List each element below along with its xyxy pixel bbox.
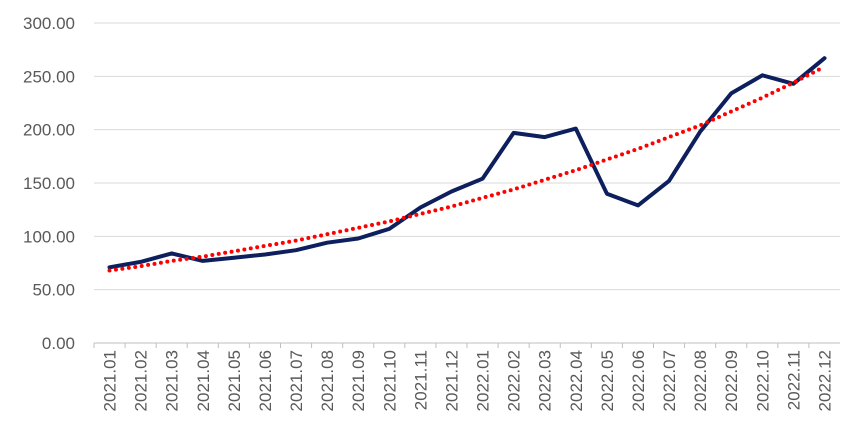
x-tick-label: 2021.06 [256, 350, 275, 411]
y-tick-label: 100.00 [23, 227, 75, 246]
x-tick-label: 2021.12 [442, 350, 461, 411]
trendline [107, 64, 827, 273]
x-tick-label: 2022.10 [753, 350, 772, 411]
x-tick-label: 2021.05 [225, 350, 244, 411]
x-tick-label: 2021.03 [163, 350, 182, 411]
x-tick-label: 2021.10 [380, 350, 399, 411]
x-axis-tick-labels: 2021.01 2021.02 2021.03 2021.04 2021.05 2021.… [93, 343, 834, 411]
x-tick-label: 2022.02 [505, 350, 524, 411]
y-tick-label: 50.00 [32, 281, 75, 300]
x-tick-label: 2021.02 [132, 350, 151, 411]
x-tick-label: 2022.12 [815, 350, 834, 411]
x-tick-label: 2021.04 [194, 350, 213, 411]
x-tick-label: 2022.04 [567, 350, 586, 411]
x-tick-label: 2022.03 [536, 350, 555, 411]
x-tick-label: 2021.01 [101, 350, 120, 411]
x-tick-label: 2022.08 [691, 350, 710, 411]
x-tick-label: 2021.08 [318, 350, 337, 411]
x-tick-label: 2021.07 [287, 350, 306, 411]
x-tick-label: 2022.01 [474, 350, 493, 411]
x-tick-label: 2021.09 [349, 350, 368, 411]
x-tick-label: 2022.05 [598, 350, 617, 411]
gridlines [94, 22, 840, 344]
x-tick-label: 2022.09 [722, 350, 741, 411]
x-tick-label: 2022.06 [629, 350, 648, 411]
y-tick-label: 0.00 [42, 334, 75, 353]
x-tick-label: 2021.11 [411, 350, 430, 410]
series-line [107, 56, 827, 270]
x-tick-label: 2022.11 [784, 350, 803, 410]
x-tick-label: 2022.07 [660, 350, 679, 411]
y-tick-label: 200.00 [23, 121, 75, 140]
y-tick-label: 150.00 [23, 174, 75, 193]
y-tick-label: 250.00 [23, 67, 75, 86]
y-axis-tick-labels: 0.00 50.00 100.00 150.00 200.00 250.00 300.00 [23, 14, 75, 353]
y-tick-label: 300.00 [23, 14, 75, 33]
series-lines [107, 56, 827, 273]
